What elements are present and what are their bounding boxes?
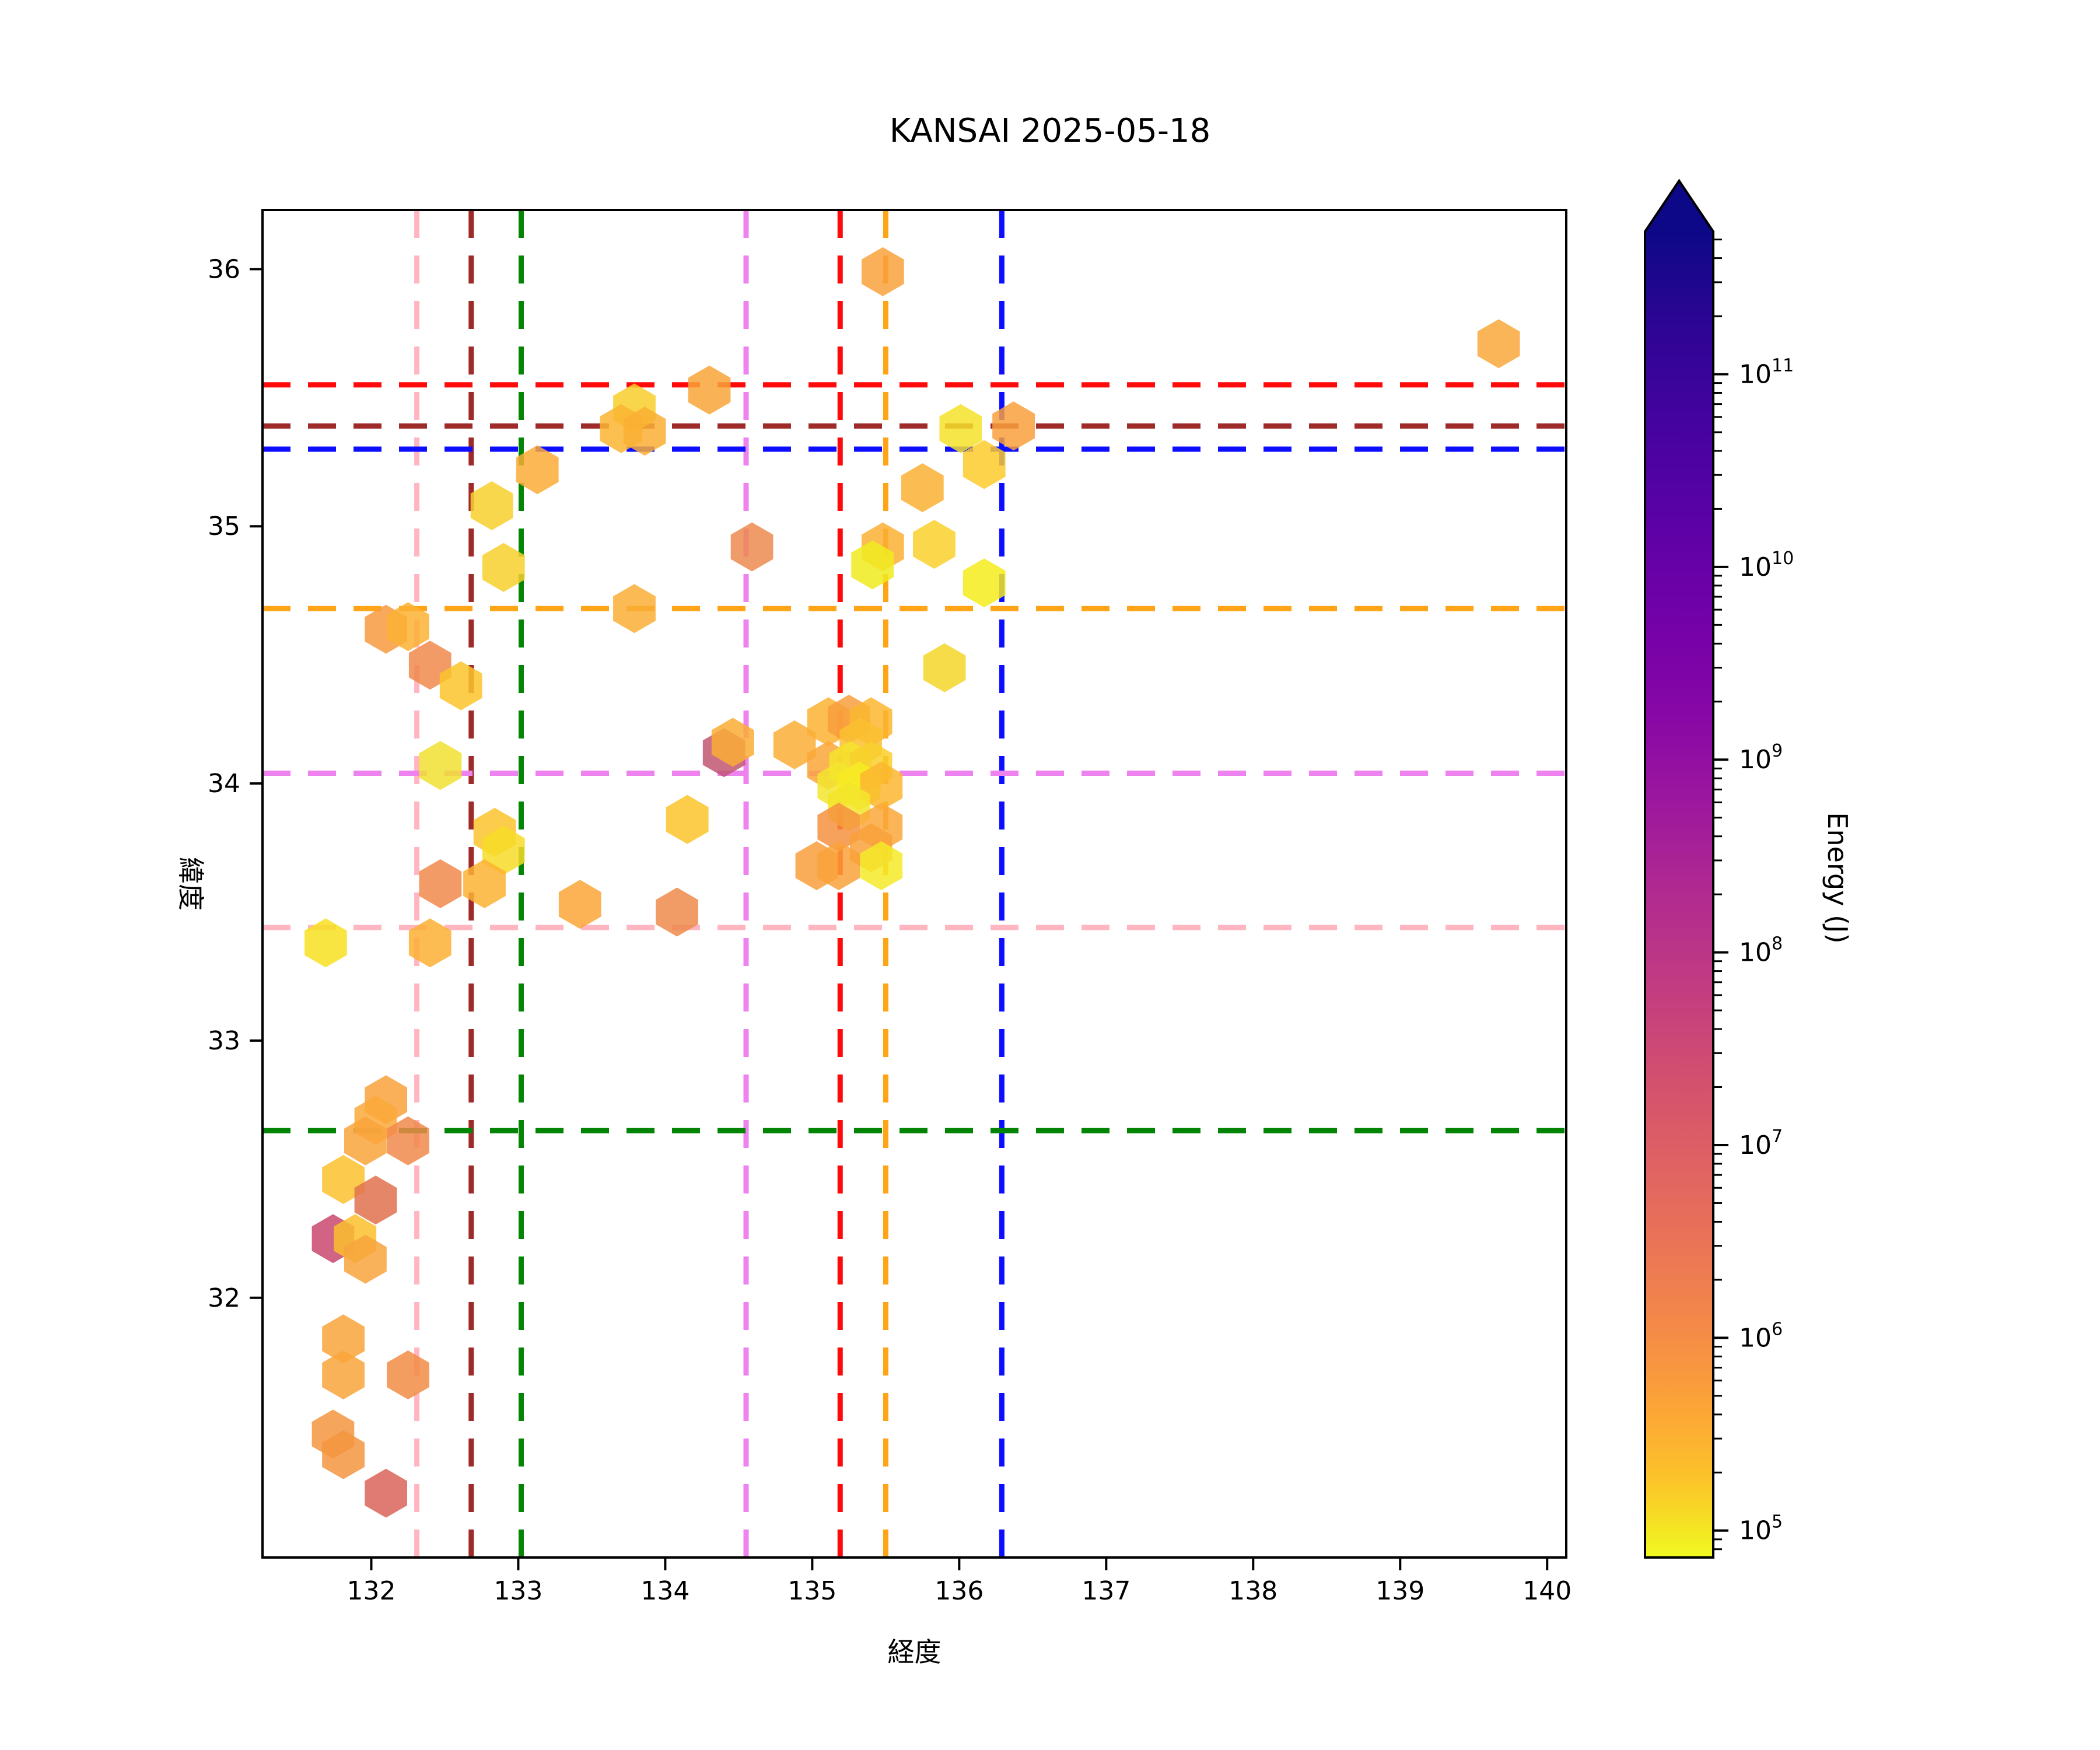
y-axis: 32 33 34 35 36 bbox=[208, 254, 262, 1313]
x-axis-label: 経度 bbox=[887, 1636, 942, 1668]
hexbin-point bbox=[666, 794, 709, 844]
hexbin-point bbox=[322, 1430, 365, 1479]
x-tick-label: 136 bbox=[935, 1576, 984, 1606]
hexbin-point bbox=[860, 761, 903, 811]
hexbin-point bbox=[963, 440, 1006, 489]
hexbin-point bbox=[860, 841, 903, 891]
x-tick-label: 132 bbox=[346, 1576, 396, 1606]
hexbin-point bbox=[613, 584, 656, 634]
hexbin-point bbox=[322, 1314, 365, 1364]
y-tick-label: 32 bbox=[208, 1283, 240, 1313]
hexbin-point bbox=[558, 880, 601, 929]
chart-title: KANSAI 2025-05-18 bbox=[889, 112, 1211, 150]
hexbin-point bbox=[963, 558, 1006, 608]
x-axis: 132 133 134 135 136 137 138 139 140 bbox=[346, 1558, 1572, 1606]
colorbar: 105 106 107 108 109 1010 1011 bbox=[1644, 178, 1794, 1559]
x-tick-label: 133 bbox=[494, 1576, 542, 1606]
hexbin-point bbox=[992, 401, 1035, 451]
hexbin-point bbox=[387, 1350, 429, 1399]
x-tick-label: 135 bbox=[788, 1576, 836, 1606]
x-tick-label: 137 bbox=[1082, 1576, 1130, 1606]
y-tick-label: 35 bbox=[208, 512, 240, 541]
colorbar-tick-label: 105 bbox=[1739, 1512, 1783, 1546]
hexbin-point bbox=[463, 859, 506, 908]
hexbin-point bbox=[773, 720, 816, 769]
hexbin-point bbox=[711, 718, 754, 767]
hexbin-point bbox=[439, 661, 482, 710]
hexbin-point bbox=[344, 1116, 387, 1166]
plot-border bbox=[261, 209, 1567, 1559]
hexbin-point bbox=[688, 365, 731, 415]
colorbar-tick-label: 108 bbox=[1739, 934, 1783, 968]
hexbin-point bbox=[387, 1116, 429, 1166]
hexbin-point bbox=[862, 247, 904, 296]
hexbin-point bbox=[408, 918, 452, 968]
colorbar-tick-label: 109 bbox=[1739, 741, 1783, 775]
colorbar-tick-label: 1011 bbox=[1739, 355, 1794, 389]
colorbar-tick-label: 106 bbox=[1739, 1319, 1783, 1353]
x-tick-label: 140 bbox=[1522, 1576, 1572, 1606]
hexbin-point bbox=[516, 445, 559, 495]
y-tick-label: 34 bbox=[208, 769, 240, 799]
hexbin-point bbox=[482, 825, 525, 875]
colorbar-extend-arrow bbox=[1645, 181, 1713, 232]
hexbin-point bbox=[354, 1175, 397, 1225]
reference-lines bbox=[262, 210, 1566, 1558]
hexbin-point bbox=[482, 542, 525, 592]
hexbin-point bbox=[419, 741, 462, 790]
hexbin-point bbox=[923, 643, 966, 692]
hexbin-point bbox=[304, 918, 347, 968]
colorbar-tick-label: 107 bbox=[1739, 1126, 1783, 1160]
data-points bbox=[304, 247, 1520, 1518]
x-tick-label: 138 bbox=[1228, 1576, 1278, 1606]
x-tick-label: 134 bbox=[640, 1576, 690, 1606]
y-axis-label: 緯度 bbox=[175, 857, 206, 911]
hexbin-point bbox=[939, 404, 982, 453]
hexbin-point bbox=[1477, 319, 1520, 369]
colorbar-label: Energy (J) bbox=[1822, 812, 1853, 944]
hexbin-point bbox=[730, 522, 774, 572]
hexbin-point bbox=[387, 602, 429, 652]
hexbin-point bbox=[817, 841, 860, 891]
hexbin-point bbox=[419, 859, 462, 908]
x-tick-label: 139 bbox=[1376, 1576, 1424, 1606]
hexbin-point bbox=[322, 1350, 365, 1399]
hexbin-point bbox=[851, 540, 894, 590]
hexbin-point bbox=[344, 1234, 387, 1284]
colorbar-gradient bbox=[1645, 232, 1713, 1558]
hexbin-point bbox=[623, 407, 666, 456]
y-tick-label: 36 bbox=[208, 254, 240, 284]
hexbin-point bbox=[322, 1155, 365, 1204]
hexbin-point bbox=[470, 481, 513, 530]
y-tick-label: 33 bbox=[208, 1026, 240, 1056]
hexbin-point bbox=[817, 803, 860, 852]
hexbin-point bbox=[656, 887, 698, 937]
colorbar-tick-label: 1010 bbox=[1739, 548, 1794, 582]
hexbin-point bbox=[901, 463, 944, 513]
hexbin-point bbox=[913, 520, 956, 569]
colorbar-outline bbox=[1644, 178, 1714, 1559]
hexbin-point bbox=[365, 1468, 407, 1518]
